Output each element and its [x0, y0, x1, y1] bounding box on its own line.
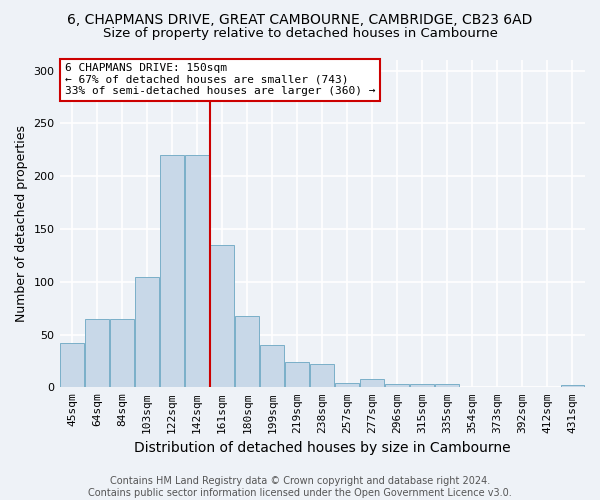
Bar [235, 316, 259, 388]
X-axis label: Distribution of detached houses by size in Cambourne: Distribution of detached houses by size … [134, 441, 511, 455]
Bar [210, 245, 234, 388]
Bar [60, 343, 84, 388]
Bar [260, 345, 284, 388]
Text: Size of property relative to detached houses in Cambourne: Size of property relative to detached ho… [103, 28, 497, 40]
Bar [85, 318, 109, 388]
Bar [410, 384, 434, 388]
Text: Contains HM Land Registry data © Crown copyright and database right 2024.
Contai: Contains HM Land Registry data © Crown c… [88, 476, 512, 498]
Bar [135, 278, 159, 388]
Y-axis label: Number of detached properties: Number of detached properties [15, 125, 28, 322]
Bar [335, 383, 359, 388]
Bar [361, 379, 384, 388]
Bar [160, 155, 184, 388]
Bar [185, 155, 209, 388]
Text: 6, CHAPMANS DRIVE, GREAT CAMBOURNE, CAMBRIDGE, CB23 6AD: 6, CHAPMANS DRIVE, GREAT CAMBOURNE, CAMB… [67, 12, 533, 26]
Bar [110, 318, 134, 388]
Bar [286, 362, 309, 388]
Bar [385, 384, 409, 388]
Bar [310, 364, 334, 388]
Text: 6 CHAPMANS DRIVE: 150sqm
← 67% of detached houses are smaller (743)
33% of semi-: 6 CHAPMANS DRIVE: 150sqm ← 67% of detach… [65, 64, 375, 96]
Bar [560, 385, 584, 388]
Bar [436, 384, 459, 388]
